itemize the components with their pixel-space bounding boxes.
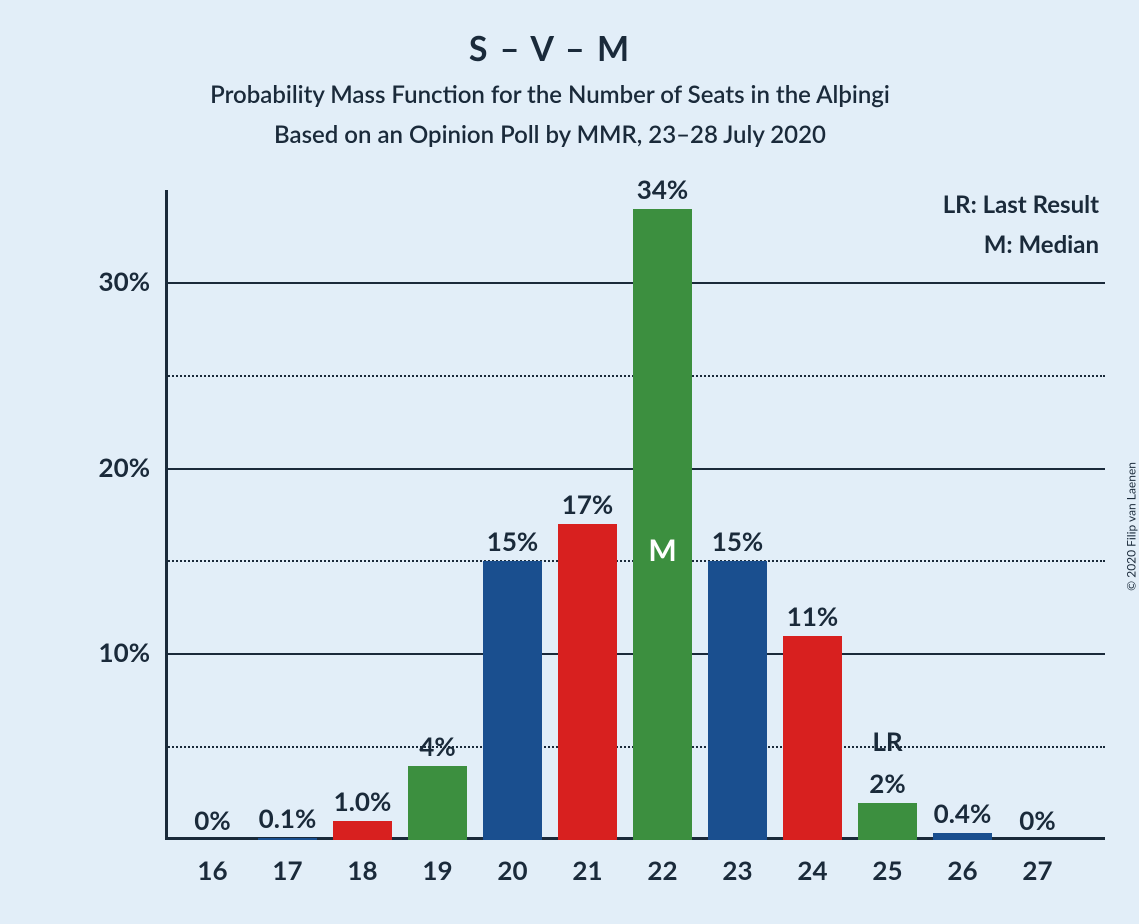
x-tick-label: 21 (550, 854, 625, 886)
x-tick-label: 24 (775, 854, 850, 886)
bar (558, 524, 617, 840)
y-tick-label: 20% (70, 451, 150, 483)
x-tick-label: 25 (850, 854, 925, 886)
y-axis (165, 190, 168, 840)
bar (483, 561, 542, 840)
bar (783, 636, 842, 840)
bar-value-label: 15% (688, 525, 788, 557)
median-label: M (633, 532, 692, 568)
bar (408, 766, 467, 840)
x-tick-label: 16 (175, 854, 250, 886)
chart-subtitle-1: Probability Mass Function for the Number… (0, 80, 1100, 109)
x-tick-label: 17 (250, 854, 325, 886)
lr-label: LR (838, 725, 938, 757)
x-tick-label: 23 (700, 854, 775, 886)
x-tick-label: 20 (475, 854, 550, 886)
copyright-text: © 2020 Filip van Laenen (1124, 462, 1139, 591)
x-tick-label: 27 (1000, 854, 1075, 886)
bar (933, 833, 992, 840)
bar (633, 209, 692, 840)
bar-value-label: 17% (538, 488, 638, 520)
chart-subtitle-2: Based on an Opinion Poll by MMR, 23–28 J… (0, 120, 1100, 149)
bar (858, 803, 917, 840)
bar-value-label: 4% (388, 730, 488, 762)
plot-area: 10%20%30%0%160.1%171.0%184%1915%2017%213… (165, 190, 1105, 840)
x-tick-label: 26 (925, 854, 1000, 886)
bar-value-label: 2% (838, 767, 938, 799)
chart-container: S – V – M Probability Mass Function for … (0, 0, 1139, 924)
bar-value-label: 34% (613, 173, 713, 205)
y-tick-label: 30% (70, 265, 150, 297)
bar-value-label: 11% (763, 600, 863, 632)
bar (333, 821, 392, 840)
x-tick-label: 19 (400, 854, 475, 886)
bar (708, 561, 767, 840)
bar-value-label: 0% (988, 804, 1088, 836)
y-tick-label: 10% (70, 636, 150, 668)
bar (258, 838, 317, 840)
bar-value-label: 1.0% (313, 785, 413, 817)
x-tick-label: 18 (325, 854, 400, 886)
bar-value-label: 15% (463, 525, 563, 557)
x-tick-label: 22 (625, 854, 700, 886)
chart-title: S – V – M (0, 28, 1100, 69)
